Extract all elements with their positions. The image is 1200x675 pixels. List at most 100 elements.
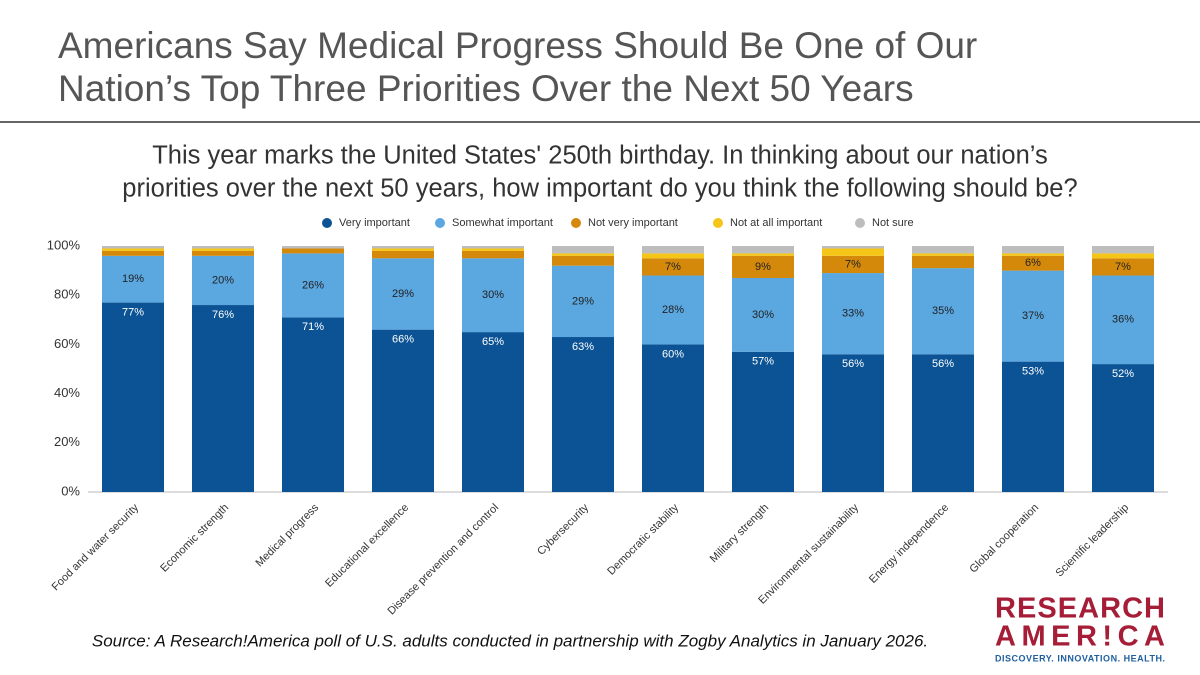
legend-label: Very important (339, 217, 410, 229)
bar-segment (912, 253, 974, 256)
bar-segment (732, 277, 794, 352)
bar-segment (732, 246, 794, 254)
data-label: 63% (572, 341, 594, 353)
chart-title: Nation’s Top Three Priorities Over the N… (58, 68, 914, 109)
legend-marker (322, 218, 332, 228)
legend-label: Not very important (588, 217, 678, 229)
data-label: 53% (1022, 366, 1044, 378)
bar-segment (552, 253, 614, 256)
bar-segment (822, 248, 884, 256)
bar-segment (372, 246, 434, 249)
bar-segment (912, 255, 974, 269)
x-tick-label: Cybersecurity (535, 501, 591, 557)
bar-segment (1092, 275, 1154, 365)
data-label: 20% (212, 274, 234, 286)
bar-segment (372, 250, 434, 259)
data-label: 7% (1115, 261, 1131, 273)
bar-segment (192, 248, 254, 251)
data-label: 66% (392, 334, 414, 346)
y-tick-label: 0% (61, 483, 80, 498)
bar-segment (642, 246, 704, 254)
data-label: 60% (662, 348, 684, 360)
x-tick-label: Food and water security (50, 501, 142, 593)
bar-segment (102, 250, 164, 256)
data-label: 7% (845, 258, 861, 270)
bar-segment (192, 305, 254, 492)
bar-segment (372, 258, 434, 330)
bar-segment (192, 255, 254, 306)
bar-segment (822, 273, 884, 355)
x-tick-label: Economic strength (158, 502, 231, 575)
bar-segment (642, 258, 704, 276)
bar-segment (732, 255, 794, 278)
data-label: 30% (482, 289, 504, 301)
bar-segment (1002, 361, 1064, 492)
x-tick-label: Environmental sustainability (756, 501, 861, 606)
bar-segment (822, 354, 884, 492)
bar-segment (552, 337, 614, 492)
data-label: 29% (572, 295, 594, 307)
bar-segment (1092, 246, 1154, 254)
x-tick-label: Disease prevention and control (385, 502, 501, 618)
bar-segment (102, 246, 164, 249)
y-tick-label: 40% (54, 385, 80, 400)
bar-segment (552, 265, 614, 338)
bar-segment (102, 248, 164, 251)
bar-segment (1002, 270, 1064, 362)
bar-segment (372, 329, 434, 492)
chart-title: Americans Say Medical Progress Should Be… (58, 25, 977, 66)
data-label: 29% (392, 288, 414, 300)
x-tick-label: Military strength (708, 502, 771, 565)
bar-segment (102, 302, 164, 492)
bar-segment (1002, 253, 1064, 256)
data-label: 37% (1022, 310, 1044, 322)
bar-segment (642, 253, 704, 259)
bar-segment (192, 246, 254, 249)
bar-segment (462, 258, 524, 333)
x-tick-label: Educational excellence (323, 502, 411, 590)
data-label: 65% (482, 336, 504, 348)
bar-segment (552, 246, 614, 254)
legend-marker (713, 218, 723, 228)
bar-segment (912, 354, 974, 492)
data-label: 35% (932, 305, 954, 317)
legend-marker (571, 218, 581, 228)
bar-segment (552, 255, 614, 266)
data-label: 71% (302, 321, 324, 333)
data-label: 56% (932, 358, 954, 370)
bar-segment (642, 275, 704, 345)
bar-segment (282, 246, 344, 249)
legend-marker (435, 218, 445, 228)
bar-segment (102, 255, 164, 303)
bar-segment (192, 250, 254, 256)
data-label: 19% (122, 273, 144, 285)
bar-segment (1002, 246, 1064, 254)
subtitle: This year marks the United States' 250th… (152, 142, 1048, 170)
bar-segment (282, 248, 344, 254)
x-tick-label: Scientific leadership (1054, 502, 1132, 580)
bar-segment (372, 248, 434, 251)
bar-segment (462, 250, 524, 259)
legend-label: Not sure (872, 217, 914, 229)
bar-segment (1092, 364, 1154, 492)
data-label: 57% (752, 356, 774, 368)
bar-segment (462, 332, 524, 492)
legend-label: Somewhat important (452, 217, 553, 229)
data-label: 56% (842, 358, 864, 370)
bar-segment (1002, 255, 1064, 271)
bar-segment (282, 317, 344, 492)
logo-text: RESEARCH (995, 593, 1165, 625)
y-tick-label: 80% (54, 287, 80, 302)
bar-segment (912, 268, 974, 355)
data-label: 9% (755, 261, 771, 273)
bar-segment (642, 344, 704, 492)
data-label: 30% (752, 309, 774, 321)
y-tick-label: 100% (47, 237, 81, 252)
y-tick-label: 60% (54, 336, 80, 351)
bar-segment (732, 351, 794, 492)
legend-marker (855, 218, 865, 228)
data-label: 6% (1025, 257, 1041, 269)
subtitle: priorities over the next 50 years, how i… (122, 175, 1077, 203)
bar-segment (282, 253, 344, 318)
